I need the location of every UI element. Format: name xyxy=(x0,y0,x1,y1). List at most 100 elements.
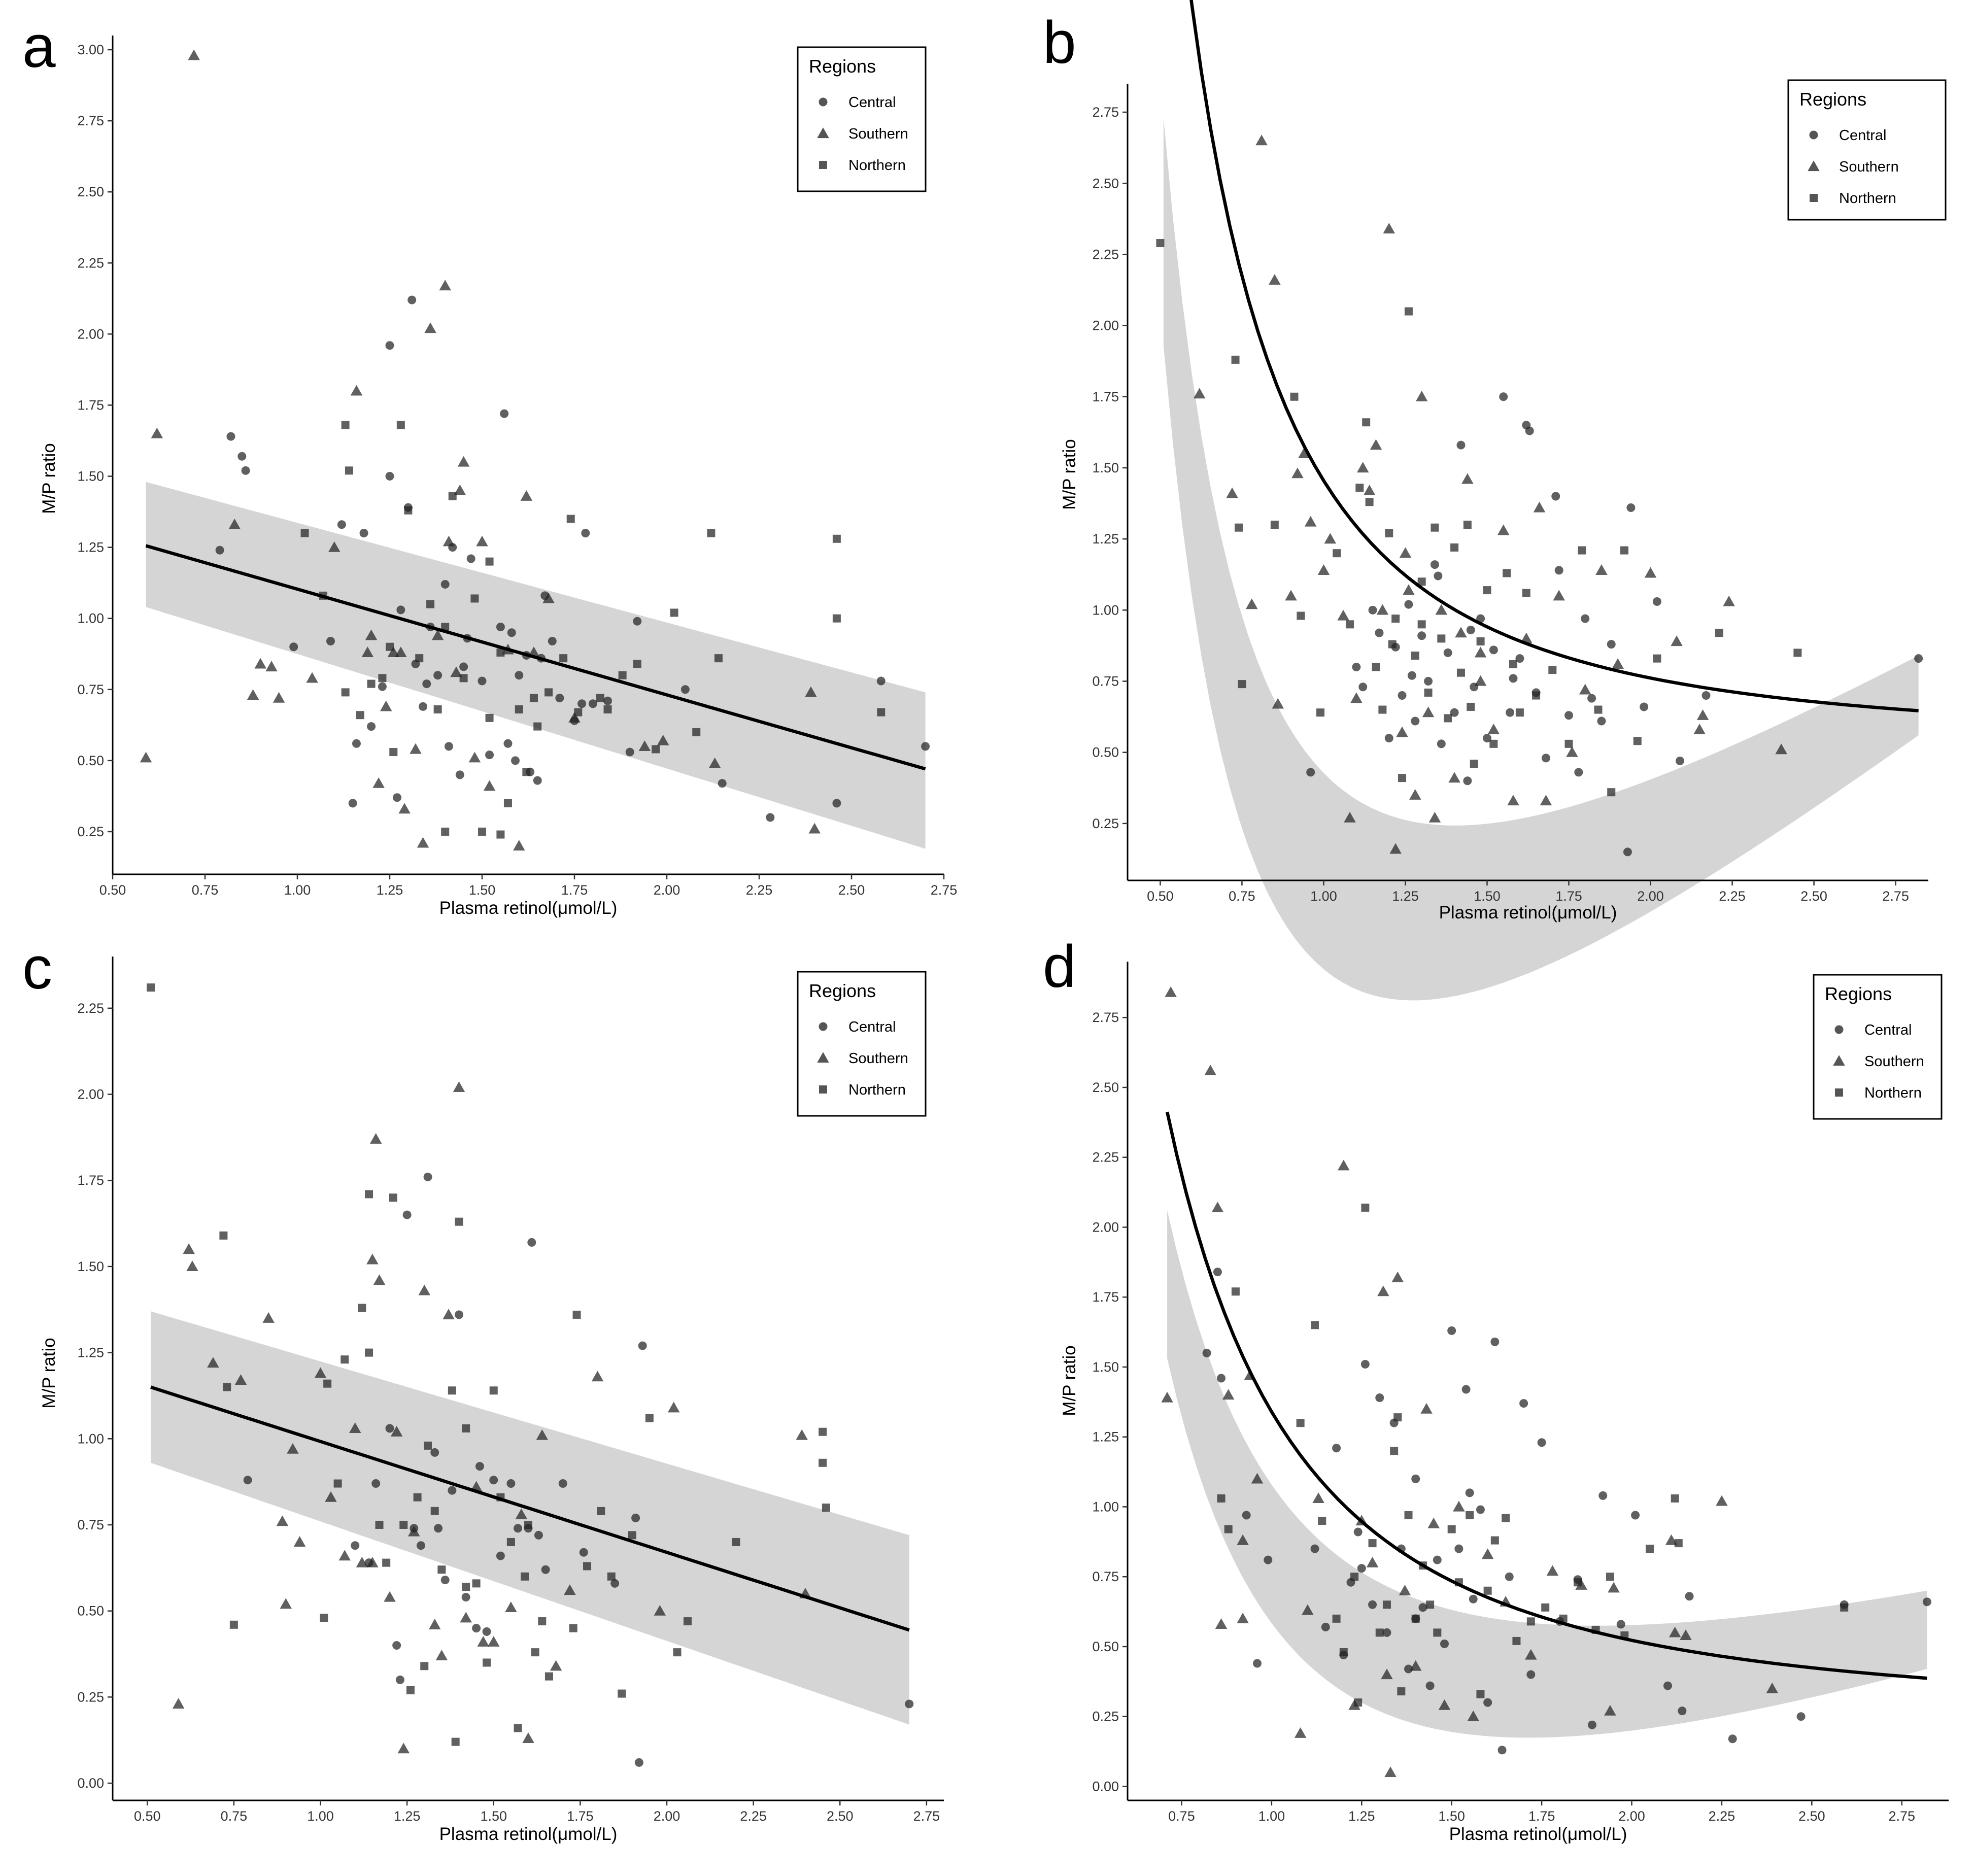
data-point xyxy=(1533,501,1546,513)
data-point xyxy=(633,617,642,626)
data-point xyxy=(1675,757,1684,765)
data-point xyxy=(366,1556,379,1567)
data-point xyxy=(398,803,411,814)
data-point xyxy=(638,740,651,751)
data-point xyxy=(633,660,641,668)
data-point xyxy=(1222,1389,1235,1400)
data-point xyxy=(628,1531,636,1540)
x-tick-label: 0.75 xyxy=(1229,889,1255,904)
data-point xyxy=(1461,1385,1471,1394)
legend: Regions Central Southern Northern xyxy=(1813,974,1943,1120)
data-point xyxy=(1922,1597,1931,1607)
data-point xyxy=(522,768,531,776)
data-point xyxy=(1525,426,1534,435)
data-point xyxy=(1671,635,1683,646)
data-point xyxy=(1640,702,1649,711)
data-point xyxy=(384,1591,396,1602)
data-point xyxy=(1463,521,1472,529)
data-point xyxy=(413,1493,422,1502)
data-point xyxy=(503,799,512,807)
x-axis-title: Plasma retinol(μmol/L) xyxy=(439,898,618,918)
data-point xyxy=(241,466,250,475)
data-point xyxy=(1417,577,1426,586)
legend-title: Regions xyxy=(809,980,876,1001)
data-point xyxy=(1324,533,1337,544)
y-tick-label: 0.50 xyxy=(1092,745,1119,760)
confidence-band xyxy=(151,1311,909,1725)
data-point xyxy=(1606,1573,1614,1581)
data-point xyxy=(477,1635,490,1647)
data-point xyxy=(583,1562,592,1571)
data-point xyxy=(1620,546,1629,555)
data-point xyxy=(341,421,350,429)
y-tick-label: 1.25 xyxy=(1092,531,1119,547)
data-point xyxy=(415,654,424,663)
data-point xyxy=(805,686,817,697)
data-point xyxy=(1506,708,1515,717)
data-point xyxy=(402,1210,412,1219)
x-tick-label: 1.25 xyxy=(394,1809,421,1824)
data-point xyxy=(1224,1525,1233,1533)
data-point xyxy=(1264,1555,1273,1564)
data-point xyxy=(1456,440,1466,450)
data-point xyxy=(265,661,278,672)
panel-letter: d xyxy=(1043,933,1076,1000)
data-point xyxy=(631,1513,640,1522)
data-point xyxy=(1338,1159,1350,1171)
y-tick-label: 1.25 xyxy=(77,540,104,555)
data-point xyxy=(1350,692,1363,703)
data-point xyxy=(1450,708,1459,717)
data-point xyxy=(522,1732,534,1743)
data-point xyxy=(1399,547,1412,558)
data-point xyxy=(306,672,318,683)
data-point xyxy=(819,1427,827,1436)
data-point xyxy=(569,1624,577,1632)
x-tick-label: 0.50 xyxy=(134,1809,161,1824)
panel-a: a 0.50 0.75 1.00 1.25 1.50 1.75 2.00 2.25 2.50 2.… xyxy=(22,13,957,918)
x-tick-label: 1.75 xyxy=(1528,1809,1555,1824)
data-point xyxy=(718,779,727,788)
data-point xyxy=(389,748,398,757)
y-tick-label: 0.25 xyxy=(77,824,104,839)
y-tick-label: 1.75 xyxy=(1092,389,1119,404)
data-point xyxy=(234,1374,247,1385)
data-point xyxy=(1526,1670,1536,1679)
data-point xyxy=(1626,503,1636,512)
data-point xyxy=(1595,564,1608,575)
data-point xyxy=(186,1260,198,1272)
data-point xyxy=(1193,388,1206,399)
data-point xyxy=(1398,774,1407,782)
data-point xyxy=(385,1424,394,1433)
y-tick-label: 2.25 xyxy=(77,1001,104,1016)
data-point xyxy=(410,743,422,754)
fit-line xyxy=(150,1385,910,1632)
data-point xyxy=(323,1379,332,1388)
data-point xyxy=(1616,1620,1625,1629)
data-point xyxy=(645,1414,654,1422)
data-point xyxy=(1316,708,1325,717)
series-southern xyxy=(1193,134,1787,854)
legend-key-triangle xyxy=(817,127,829,139)
data-point xyxy=(603,696,612,705)
x-tick-label: 1.75 xyxy=(567,1809,594,1824)
data-point xyxy=(819,1458,827,1467)
data-point xyxy=(1332,1614,1341,1623)
x-tick-label: 1.00 xyxy=(307,1809,334,1824)
data-point xyxy=(1482,734,1491,743)
data-point xyxy=(577,699,587,708)
data-point xyxy=(485,557,494,566)
legend-key-circle xyxy=(1834,1025,1844,1034)
data-point xyxy=(396,605,405,615)
data-point xyxy=(1456,668,1465,677)
data-point xyxy=(367,722,376,731)
data-point xyxy=(1252,1659,1262,1668)
data-point xyxy=(223,1383,231,1391)
data-point xyxy=(1466,626,1475,635)
data-point xyxy=(1607,788,1616,797)
data-point xyxy=(618,671,627,679)
data-point xyxy=(1226,487,1238,498)
data-point xyxy=(1234,523,1243,532)
y-tick-label: 0.25 xyxy=(77,1689,104,1704)
data-point xyxy=(326,637,335,646)
y-tick-label: 1.75 xyxy=(77,1173,104,1188)
